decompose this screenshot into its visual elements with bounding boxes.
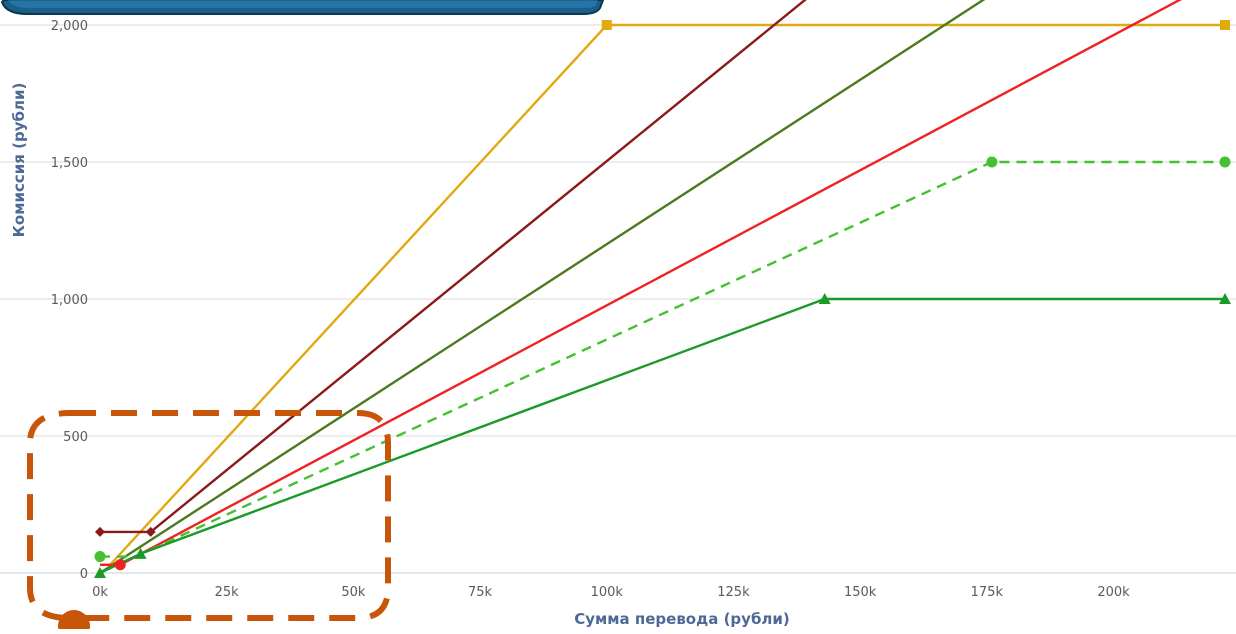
data-point (95, 526, 105, 537)
data-point (986, 156, 998, 168)
x-tick-label: 25k (215, 585, 240, 600)
y-tick-label: 1,500 (51, 156, 88, 171)
series-line-3 (99, 0, 986, 574)
x-tick-label: 125k (717, 585, 750, 600)
x-tick-label: 200k (1097, 585, 1130, 600)
y-tick-label: 2,000 (51, 19, 88, 34)
marker-group (94, 20, 1231, 578)
highlight-dot (58, 610, 90, 634)
data-point (1219, 156, 1231, 168)
data-point (145, 526, 156, 537)
annotation-overlay (0, 0, 605, 634)
y-tick-label: 500 (63, 430, 88, 445)
x-tick-label: 0k (92, 585, 108, 600)
series-group (99, 0, 1225, 574)
x-tick-label: 175k (971, 585, 1004, 600)
data-point (94, 567, 106, 578)
y-tick-label: 1,000 (51, 293, 88, 308)
tick-labels: 0 500 1,000 1,500 2,000 0k 25k 50k 75k 100k 125k 15… (51, 19, 1130, 600)
data-point (1219, 293, 1231, 304)
data-point (1220, 20, 1230, 30)
series-line-4 (100, 0, 1182, 566)
series-line-2 (100, 0, 807, 534)
data-point (114, 559, 126, 571)
data-point (94, 551, 106, 563)
x-axis-title: Сумма перевода (рубли) (574, 610, 790, 628)
series-line-1 (100, 23, 1225, 566)
data-point (601, 20, 612, 30)
data-point (134, 547, 147, 559)
series-line-5 (100, 160, 1225, 558)
highlight-box (27, 410, 391, 621)
x-tick-label: 75k (468, 585, 493, 600)
x-tick-label: 100k (591, 585, 624, 600)
y-tick-label: 0 (80, 567, 88, 582)
y-axis-title: Комиссия (рубли) (10, 83, 28, 238)
top-banner-highlight (8, 0, 598, 8)
x-tick-label: 150k (844, 585, 877, 600)
data-point (818, 293, 831, 304)
x-tick-label: 50k (341, 585, 366, 600)
